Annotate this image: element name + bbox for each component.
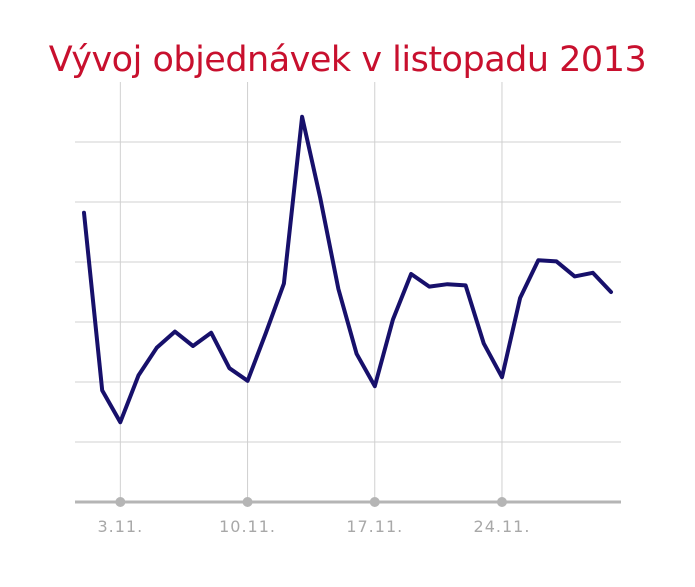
x-tick-marker [242,497,253,507]
x-tick-label: 24.11. [474,517,531,536]
x-tick-labels: 3.11. 10.11. 17.11. 24.11. [97,517,531,536]
x-tick-label: 17.11. [346,517,403,536]
x-tick-marker [115,497,126,507]
vertical-gridlines [119,82,503,502]
x-tick-marker [496,497,507,507]
series-line-orders [82,114,613,425]
x-tick-label: 3.11. [97,517,143,536]
x-tick-label: 10.11. [219,517,276,536]
x-tick-marker [369,497,380,507]
horizontal-gridlines [75,141,621,443]
chart-title: Vývoj objednávek v listopadu 2013 [48,40,647,80]
x-tick-markers [115,497,507,507]
